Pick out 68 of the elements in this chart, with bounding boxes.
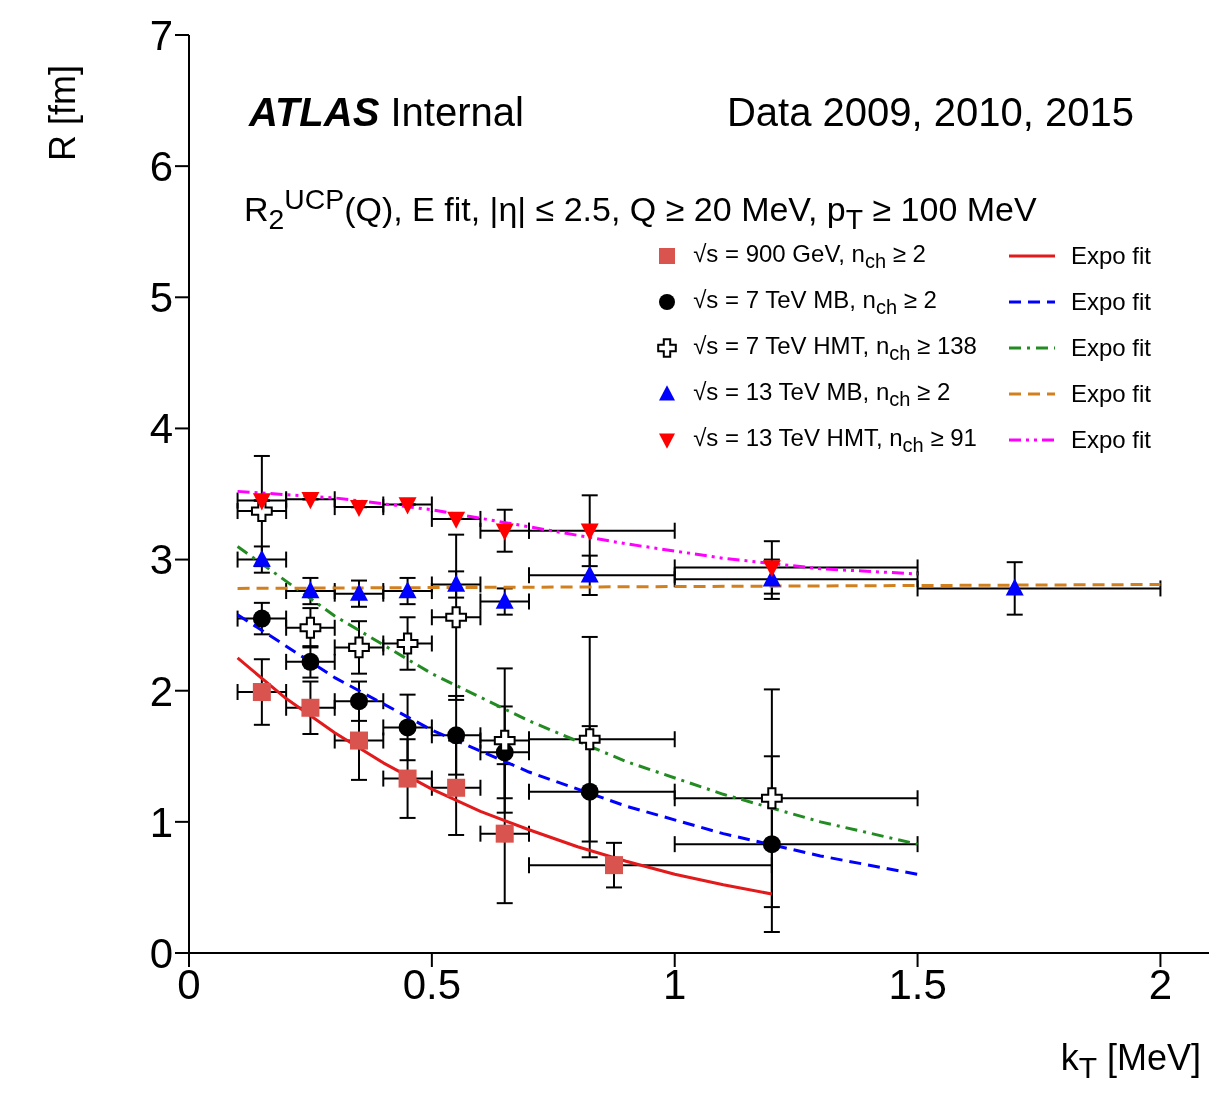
point (350, 499, 368, 518)
point (252, 683, 271, 702)
y-tick-label: 2 (149, 667, 173, 715)
point (495, 591, 514, 609)
legend-label: Expo fit (1070, 426, 1151, 454)
y-tick-label: 6 (149, 143, 173, 191)
point (398, 497, 417, 515)
y-tick-label: 1 (149, 798, 173, 846)
y-axis-title: R [fm] (42, 65, 83, 161)
annotation: Data 2009, 2010, 2015 (726, 90, 1134, 134)
point (252, 549, 271, 567)
y-tick-label: 7 (149, 11, 173, 59)
legend-label: √s = 7 TeV MB, n$_{ch}$ ≥ 2 (693, 285, 937, 319)
line-series (236, 489, 920, 576)
point (447, 778, 466, 797)
point (398, 718, 417, 737)
legend-label: √s = 13 TeV HMT, n$_{ch}$ ≥ 91 (693, 423, 977, 457)
point (580, 523, 599, 541)
annotation: R$_{2}$$^{UCP}$(Q), E fit, |η| ≤ 2.5, Q ≥ 20 MeV, p$_{T}$ ≥ 100 MeV (244, 183, 1037, 236)
y-tick-label: 5 (149, 274, 173, 322)
point (350, 731, 368, 750)
point (398, 769, 417, 788)
point (252, 493, 271, 511)
point (605, 856, 623, 875)
point (495, 523, 514, 541)
x-axis-title: k$_{T}$ [MeV] (1060, 1036, 1201, 1084)
point (350, 692, 368, 711)
point (760, 787, 783, 810)
x-tick-label: 2 (1148, 960, 1173, 1008)
point (578, 728, 601, 751)
y-tick-label: 4 (149, 405, 173, 453)
point (1005, 578, 1024, 596)
point (396, 632, 419, 655)
y-tick-label: 3 (149, 536, 173, 584)
legend-label: Expo fit (1070, 380, 1151, 408)
point (301, 698, 320, 717)
point (299, 616, 322, 639)
point (301, 581, 320, 599)
x-tick-label: 1.5 (888, 960, 947, 1008)
point (301, 652, 320, 671)
line-series (236, 544, 920, 846)
point (447, 726, 466, 745)
x-tick-label: 0.5 (402, 960, 462, 1008)
legend-label: Expo fit (1070, 242, 1151, 270)
point (580, 565, 599, 583)
point (350, 583, 368, 601)
point (762, 835, 781, 854)
legend-label: √s = 7 TeV HMT, n$_{ch}$ ≥ 138 (693, 331, 977, 365)
legend-label: Expo fit (1070, 334, 1151, 362)
legend-label: √s = 13 TeV MB, n$_{ch}$ ≥ 2 (693, 377, 951, 411)
legend-label: Expo fit (1070, 288, 1151, 316)
point (447, 511, 466, 529)
point (762, 560, 781, 578)
legend-label: √s = 900 GeV, n$_{ch}$ ≥ 2 (693, 239, 926, 273)
point (493, 729, 516, 752)
point (447, 574, 466, 592)
point (445, 606, 468, 629)
line-series (236, 613, 920, 876)
point (580, 782, 599, 801)
point (348, 636, 370, 659)
line-series (236, 656, 774, 896)
point (252, 609, 271, 628)
annotation: ATLAS Internal (249, 90, 524, 135)
x-tick-label: 1 (663, 960, 687, 1008)
point (495, 824, 514, 843)
y-tick-label: 0 (149, 929, 173, 977)
point (398, 581, 417, 599)
point (301, 492, 320, 510)
